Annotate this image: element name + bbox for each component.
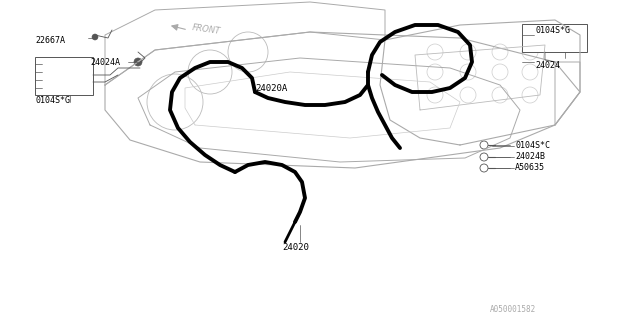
Text: FRONT: FRONT [192, 24, 221, 36]
Text: 24024A: 24024A [90, 58, 120, 67]
Circle shape [92, 34, 98, 40]
Text: A050001582: A050001582 [490, 305, 536, 314]
Text: 24020: 24020 [282, 244, 309, 252]
Text: 24024: 24024 [535, 60, 560, 69]
Text: 0104S*C: 0104S*C [515, 140, 550, 149]
Text: 24024B: 24024B [515, 151, 545, 161]
Text: A50635: A50635 [515, 163, 545, 172]
Bar [522, 24, 587, 52]
Text: 22667A: 22667A [35, 36, 65, 44]
Text: 0104S*G: 0104S*G [535, 26, 570, 35]
Text: 24020A: 24020A [255, 84, 287, 92]
Text: 0104S*G: 0104S*G [35, 95, 70, 105]
Bar [35, 57, 93, 95]
Circle shape [134, 58, 142, 66]
